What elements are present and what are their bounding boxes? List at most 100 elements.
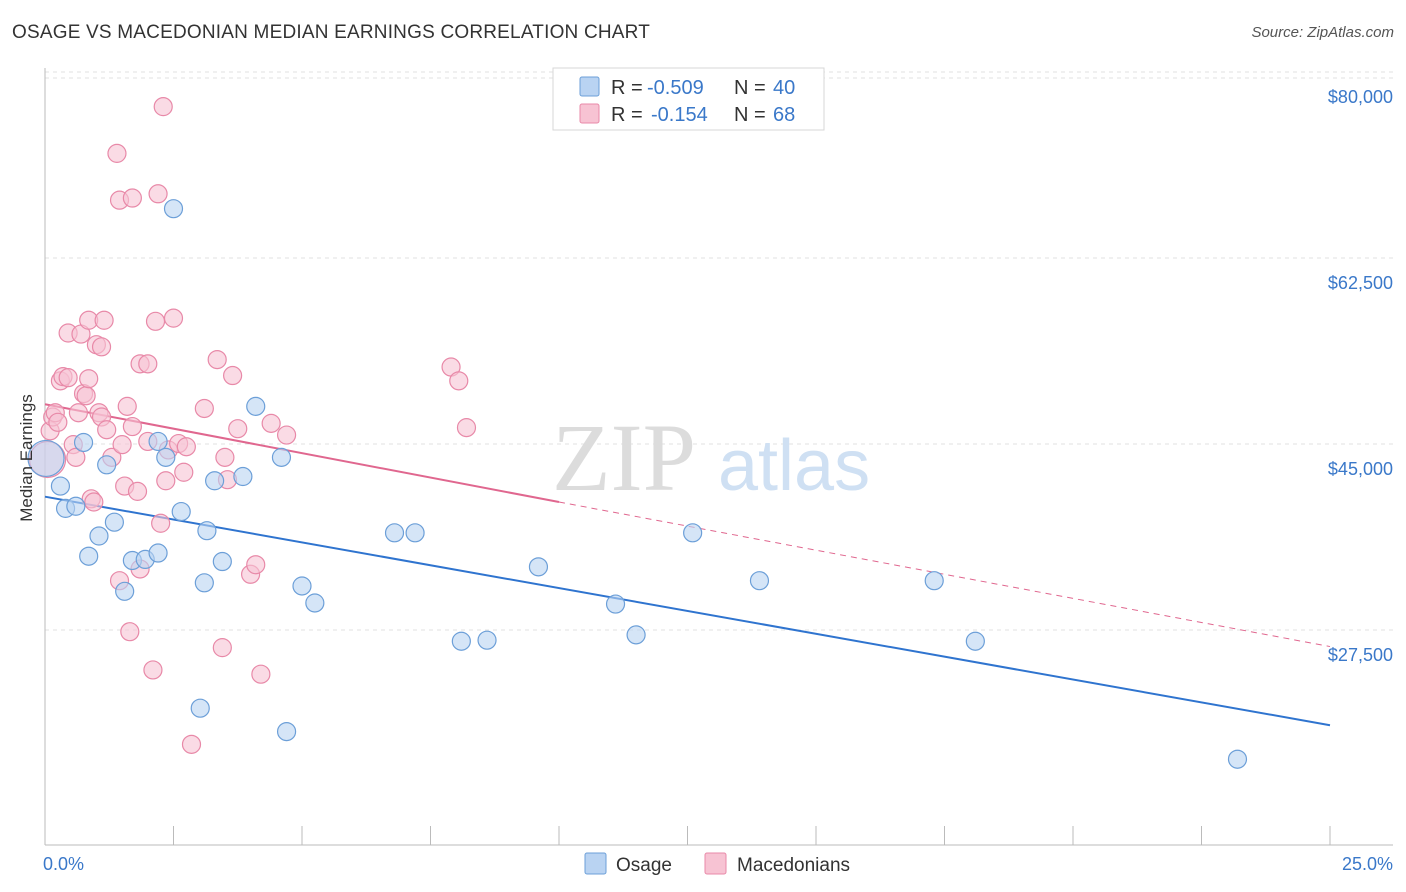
macedonian-point: [215, 447, 235, 467]
bottom-legend-osage-swatch: [584, 852, 607, 875]
macedonian-point: [194, 398, 214, 419]
osage-point: [156, 447, 176, 467]
y-tick-labels: $80,000 $62,500 $45,000 $27,500: [1328, 87, 1393, 665]
osage-point: [924, 571, 944, 591]
macedonian-point: [122, 416, 142, 437]
legend-mac-r-label: R =: [611, 104, 643, 126]
x-tick-label: 0.0%: [43, 854, 84, 874]
macedonian-point: [138, 354, 158, 374]
macedonian-point: [449, 371, 469, 391]
osage-point: [683, 523, 703, 543]
x-tick-label: 25.0%: [1342, 854, 1393, 874]
osage-point: [1227, 749, 1248, 769]
macedonian-point: [176, 437, 196, 457]
osage-point: [205, 471, 225, 491]
macedonian-point: [153, 97, 173, 117]
osage-point: [477, 630, 497, 650]
osage-point: [97, 455, 117, 475]
macedonian-point: [84, 492, 104, 512]
legend-mac-n-label: N =: [734, 104, 766, 126]
macedonian-trend-extension: [558, 501, 1331, 648]
osage-point: [148, 543, 168, 563]
osage-point: [79, 546, 99, 566]
macedonian-point: [207, 349, 227, 370]
osage-trend-line: [44, 495, 1331, 727]
osage-point: [163, 199, 184, 219]
macedonian-point: [68, 403, 89, 423]
legend-mac-swatch: [579, 103, 600, 124]
osage-point: [246, 396, 266, 416]
macedonian-point: [91, 337, 112, 357]
osage-point: [292, 576, 312, 596]
macedonian-point: [127, 481, 148, 501]
macedonian-point: [456, 418, 477, 438]
macedonian-point: [151, 513, 171, 533]
macedonian-point: [228, 419, 248, 439]
macedonian-point: [181, 734, 202, 754]
macedonian-point: [223, 365, 243, 386]
osage-point: [66, 496, 86, 516]
osage-point: [305, 593, 325, 613]
osage-point: [528, 557, 549, 577]
legend-osage-swatch: [579, 76, 600, 97]
macedonian-point: [112, 435, 132, 455]
y-tick-label: $27,500: [1328, 645, 1393, 665]
osage-point: [197, 521, 217, 541]
macedonian-point: [120, 622, 140, 642]
grid-layer: [45, 71, 1393, 631]
macedonian-point: [94, 310, 114, 330]
y-tick-label: $80,000: [1328, 87, 1393, 107]
points-layer: [27, 97, 1248, 769]
macedonian-point: [148, 184, 168, 204]
legend-mac-n-value: 68: [773, 104, 795, 126]
bottom-legend: Osage Macedonians: [584, 852, 850, 876]
osage-point: [171, 501, 191, 522]
bottom-legend-mac-swatch: [704, 852, 727, 875]
osage-point: [965, 631, 985, 651]
y-tick-label: $45,000: [1328, 459, 1393, 479]
osage-point: [50, 476, 71, 496]
chart-title: OSAGE VS MACEDONIAN MEDIAN EARNINGS CORR…: [12, 22, 651, 43]
legend-mac-r-value: -0.154: [651, 104, 708, 126]
osage-point: [148, 431, 168, 452]
macedonian-point: [156, 471, 176, 491]
bottom-legend-mac-label: Macedonians: [737, 855, 850, 876]
osage-point: [271, 447, 292, 467]
osage-point: [605, 594, 626, 614]
legend-osage-n-value: 40: [773, 77, 795, 99]
macedonian-point: [107, 143, 127, 163]
osage-point: [749, 571, 770, 591]
osage-point: [89, 526, 109, 546]
chart-source: Source: ZipAtlas.com: [1251, 24, 1394, 41]
macedonian-point: [261, 413, 281, 433]
macedonian-point: [246, 555, 266, 575]
watermark-zip: ZIP: [552, 404, 696, 511]
osage-point: [405, 523, 425, 543]
macedonian-point: [66, 447, 86, 467]
osage-point: [27, 439, 65, 478]
osage-point: [451, 631, 471, 651]
macedonian-point: [122, 188, 142, 208]
macedonian-point: [97, 420, 117, 440]
bottom-legend-osage-label: Osage: [616, 855, 672, 876]
macedonian-point: [58, 368, 78, 388]
osage-point: [212, 551, 232, 572]
osage-point: [104, 512, 124, 532]
macedonian-point: [276, 425, 297, 445]
y-tick-label: $62,500: [1328, 273, 1393, 293]
osage-point: [194, 573, 214, 593]
macedonian-point: [251, 664, 271, 684]
macedonian-point: [76, 386, 96, 406]
macedonian-point: [117, 396, 137, 416]
osage-point: [276, 721, 297, 742]
osage-point: [190, 698, 210, 718]
watermark-atlas: atlas: [718, 426, 870, 506]
macedonian-point: [174, 462, 194, 482]
watermark: ZIP atlas: [552, 404, 870, 511]
legend-osage-r-label: R =: [611, 77, 643, 99]
macedonian-point: [48, 412, 68, 432]
osage-point: [73, 432, 94, 453]
legend-osage-n-label: N =: [734, 77, 766, 99]
macedonian-point: [145, 311, 166, 331]
osage-point: [626, 625, 646, 645]
